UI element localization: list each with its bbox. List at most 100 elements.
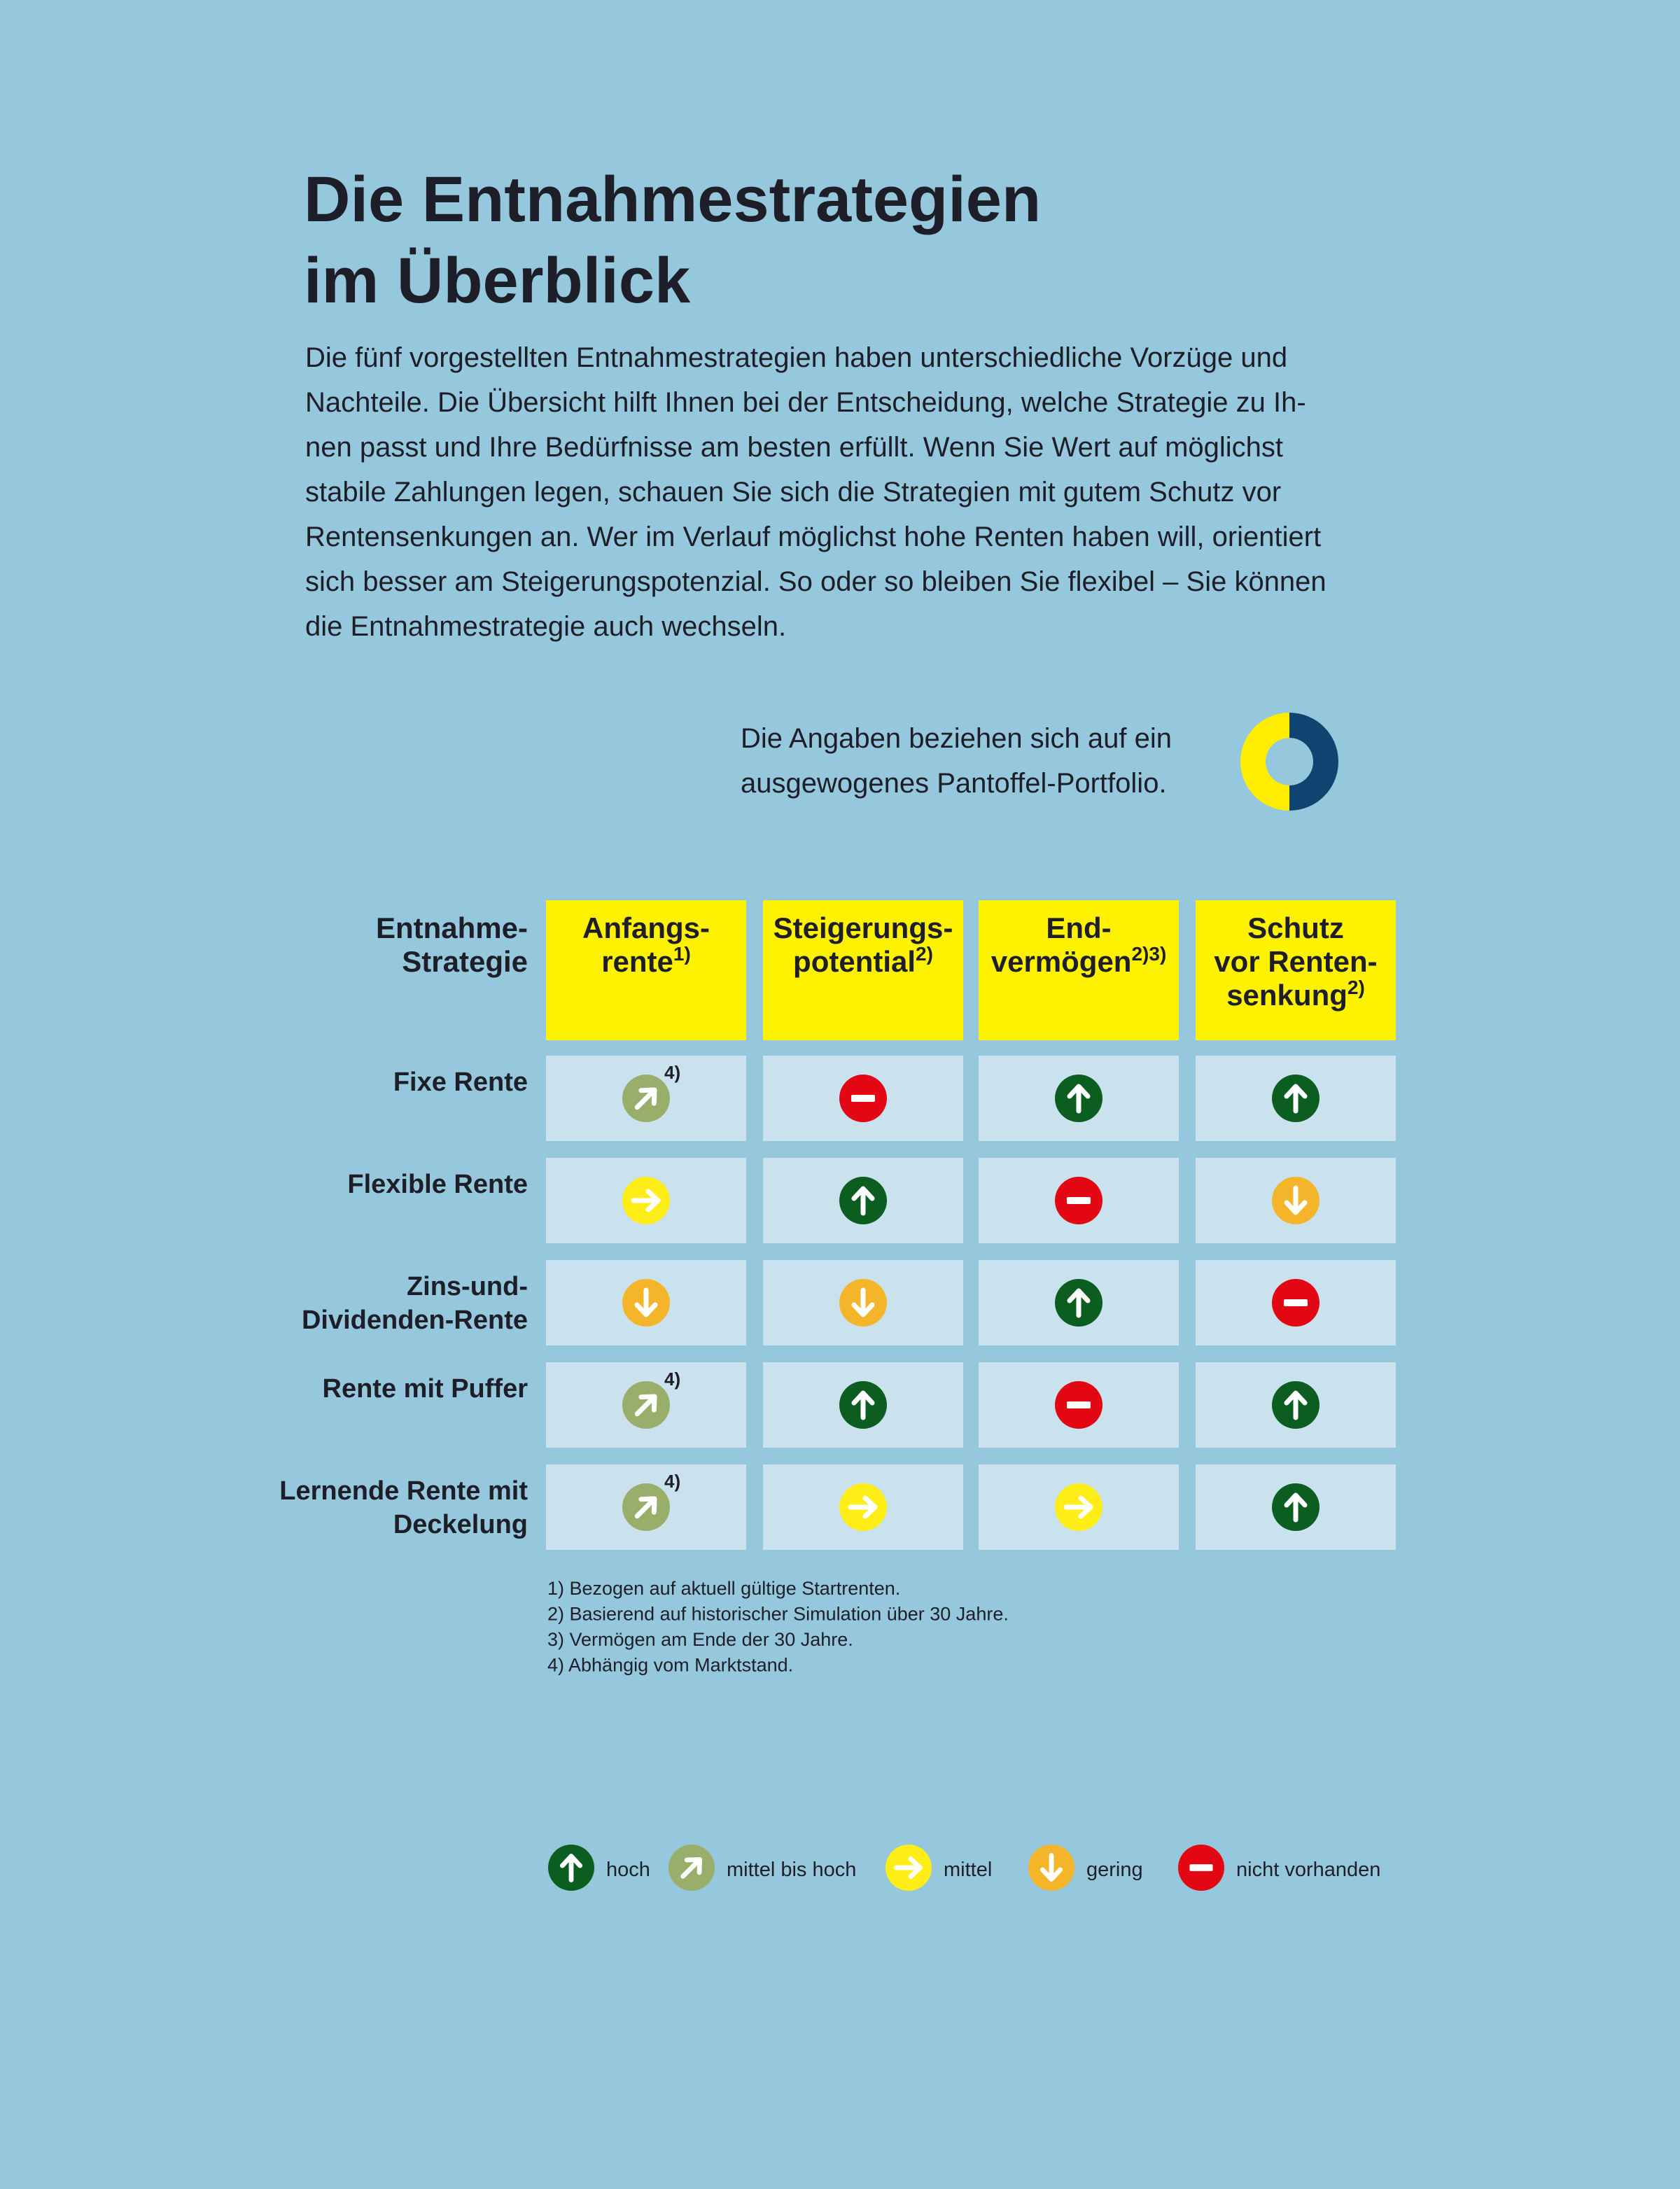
header-text: vermögen2)3): [991, 943, 1167, 978]
legend-icon: [668, 1845, 715, 1891]
icon-arrow: [559, 1854, 583, 1882]
paragraph-line: nen passt und Ihre Bedürfnisse am besten…: [305, 432, 1283, 463]
icon-arrow: [631, 1189, 661, 1212]
legend-label: gering: [1086, 1859, 1143, 1881]
header-line: Anfangs-: [582, 911, 710, 944]
icon-arrow: [851, 1186, 875, 1216]
paragraph-line: Nachteile. Die Übersicht hilft Ihnen bei…: [305, 387, 1306, 418]
header-line: End-: [1046, 911, 1111, 944]
legend-icon: [548, 1845, 594, 1891]
icon-arrow: [1284, 1390, 1308, 1420]
note-line: ausgewogenes Pantoffel-Portfolio.: [741, 768, 1167, 799]
header-text: End-: [1046, 911, 1111, 944]
legend-label: mittel: [944, 1859, 992, 1881]
paragraph-line: stabile Zahlungen legen, schauen Sie sic…: [305, 477, 1281, 508]
row-label: Fixe Rente: [393, 1068, 528, 1097]
icon-arrow: [1284, 1084, 1308, 1114]
paragraph-line: Rentensenkungen an. Wer im Verlauf mögli…: [305, 522, 1321, 552]
icon-minus: [1284, 1299, 1308, 1306]
paragraph-line: Die fünf vorgestellten Entnahmestrategie…: [305, 342, 1287, 373]
rating-icon: [622, 1075, 670, 1122]
icon-arrow: [680, 1856, 703, 1879]
rating-icon: [622, 1483, 670, 1531]
header-text: Schutz: [1247, 911, 1344, 944]
header-cell: [1196, 900, 1396, 1040]
header-line: vermögen: [991, 945, 1132, 978]
legend-label: hoch: [606, 1859, 650, 1881]
row-label: Lernende Rente mit: [279, 1476, 528, 1506]
header-line: senkung: [1226, 979, 1348, 1012]
icon-arrow: [851, 1287, 875, 1317]
row-label: Dividenden-Rente: [302, 1306, 528, 1335]
rating-icon: [1055, 1279, 1102, 1327]
icon-minus: [1067, 1197, 1091, 1204]
legend-icon: [1028, 1845, 1074, 1891]
cell-note: 4): [664, 1369, 680, 1390]
note-line: Die Angaben beziehen sich auf ein: [741, 723, 1172, 754]
header-sup: 2): [916, 943, 933, 965]
icon-minus: [1067, 1401, 1091, 1408]
row-label: Flexible Rente: [347, 1170, 528, 1199]
rating-icon: [1055, 1177, 1102, 1224]
legend-icon: [886, 1845, 932, 1891]
title-line: im Überblick: [304, 245, 691, 316]
icon-arrow: [894, 1856, 923, 1880]
rating-icon: [839, 1279, 887, 1327]
row-label: Deckelung: [393, 1510, 528, 1539]
header-text: vor Renten-: [1214, 945, 1377, 978]
icon-arrow: [1063, 1495, 1093, 1519]
cell-note: 4): [664, 1062, 680, 1083]
header-text: Steigerungs-: [774, 911, 953, 944]
rating-icon: [1272, 1483, 1320, 1531]
header-cell: [979, 900, 1179, 1040]
rating-icon: [1272, 1075, 1320, 1122]
title-line: Die Entnahmestrategien: [304, 164, 1041, 235]
rating-icon: [839, 1177, 887, 1224]
rating-icon: [839, 1483, 887, 1531]
row-label: Rente mit Puffer: [323, 1374, 528, 1404]
icon-arrow: [634, 1087, 657, 1110]
legend-label: nicht vorhanden: [1236, 1859, 1380, 1881]
paragraph-line: die Entnahmestrategie auch wechseln.: [305, 611, 786, 642]
rating-icon: [1272, 1381, 1320, 1429]
cell-note: 4): [664, 1471, 680, 1492]
rating-icon: [622, 1177, 670, 1224]
header-cell: [763, 900, 963, 1040]
row-label: Zins-und-: [407, 1272, 528, 1301]
header-line: rente: [601, 945, 673, 978]
header-text: Anfangs-: [582, 911, 710, 944]
header-text: potential2): [793, 943, 933, 978]
rating-icon: [622, 1381, 670, 1429]
header-text: rente1): [601, 943, 691, 978]
icon-arrow: [1284, 1185, 1308, 1215]
footnote: 3) Vermögen am Ende der 30 Jahre.: [547, 1629, 853, 1650]
footnote: 1) Bezogen auf aktuell gültige Startrent…: [547, 1578, 900, 1599]
icon-arrow: [851, 1390, 875, 1420]
icon-minus: [1189, 1864, 1213, 1871]
header-line: Schutz: [1247, 911, 1344, 944]
icon-arrow: [1040, 1853, 1063, 1882]
rating-icon: [1055, 1381, 1102, 1429]
header-sup: 2): [1348, 977, 1365, 998]
footnote: 2) Basierend auf historischer Simulation…: [547, 1604, 1009, 1625]
rating-icon: [622, 1279, 670, 1327]
icon-arrow: [634, 1394, 657, 1417]
icon-arrow: [1067, 1288, 1091, 1318]
rating-icon: [1055, 1483, 1102, 1531]
icon-minus: [851, 1095, 875, 1102]
footnote: 4) Abhängig vom Marktstand.: [547, 1655, 793, 1676]
icon-arrow: [1284, 1492, 1308, 1523]
rating-icon: [1055, 1075, 1102, 1122]
header-line: potential: [793, 945, 916, 978]
rating-icon: [839, 1381, 887, 1429]
icon-arrow: [634, 1287, 658, 1317]
header-sup: 2)3): [1131, 943, 1166, 965]
icon-arrow: [848, 1495, 878, 1519]
header-cell: [546, 900, 746, 1040]
header-line: Steigerungs-: [774, 911, 953, 944]
header-line: vor Renten-: [1214, 945, 1377, 978]
rating-icon: [839, 1075, 887, 1122]
legend-icon: [1178, 1845, 1224, 1891]
legend-label: mittel bis hoch: [727, 1859, 856, 1881]
